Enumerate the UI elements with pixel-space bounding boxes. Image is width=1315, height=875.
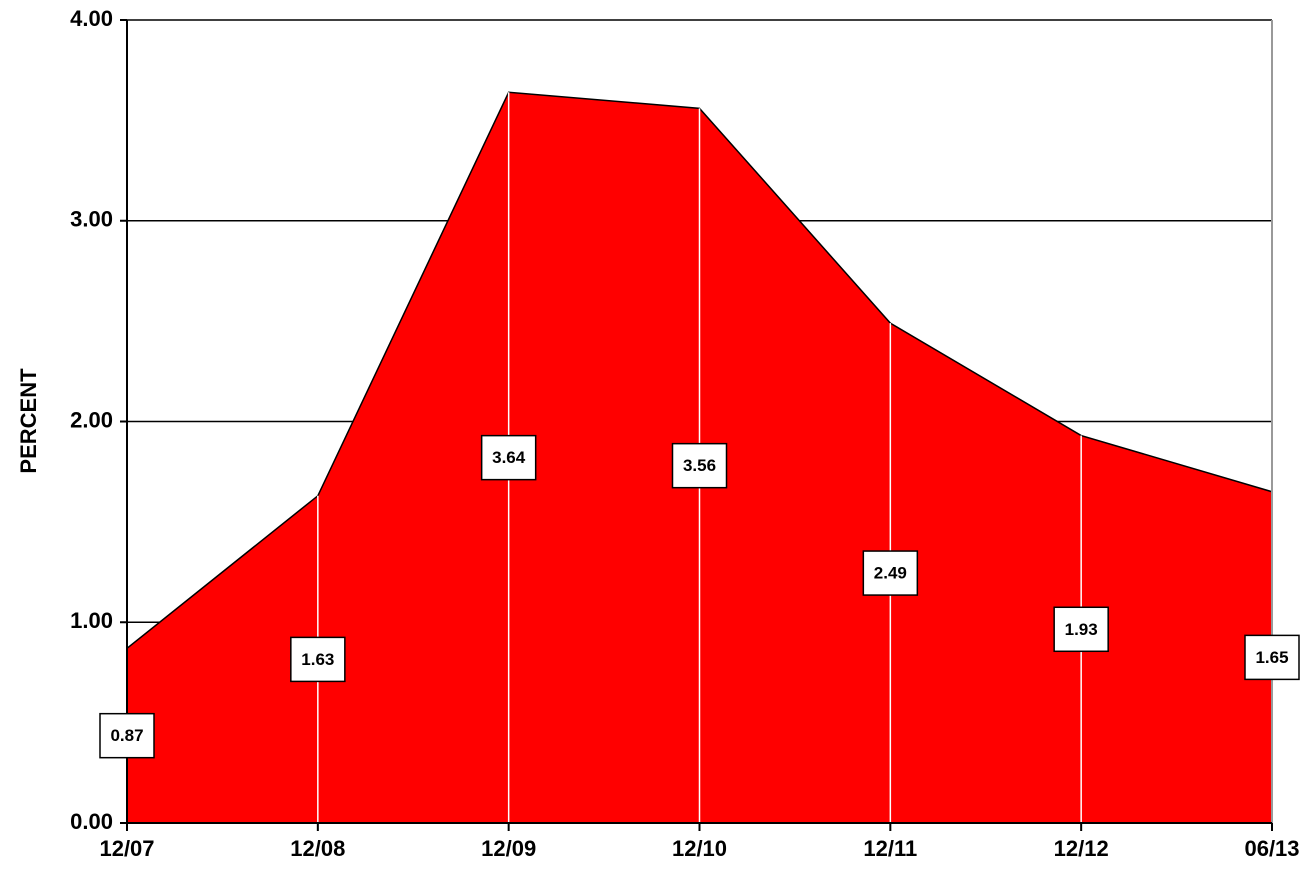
value-label: 2.49 [874,564,907,583]
value-label-box [480,434,537,481]
x-tick-label: 12/12 [1054,836,1109,861]
value-label-box [1244,634,1300,681]
x-tick-label: 06/13 [1244,836,1299,861]
value-label-box [290,636,346,683]
value-label-box [862,550,919,596]
y-tick-label: 3.00 [70,207,113,232]
value-label: 3.56 [683,456,716,475]
y-tick-label: 4.00 [70,6,113,31]
value-label-box [1053,606,1109,653]
value-label-box [671,442,728,489]
value-label-box [99,712,155,759]
x-tick-label: 12/09 [481,836,536,861]
x-tick-label: 12/08 [290,836,345,861]
value-label: 3.64 [492,448,526,467]
x-tick-label: 12/10 [672,836,727,861]
value-label: 1.65 [1255,648,1288,667]
value-label: 0.87 [110,726,143,745]
y-tick-label: 0.00 [70,809,113,834]
y-tick-label: 2.00 [70,407,113,432]
x-tick-label: 12/11 [863,836,917,861]
value-label: 1.93 [1065,620,1098,639]
x-tick-label: 12/07 [99,836,154,861]
y-axis-label: PERCENT [16,368,41,474]
value-label: 1.63 [301,650,334,669]
y-tick-label: 1.00 [70,608,113,633]
